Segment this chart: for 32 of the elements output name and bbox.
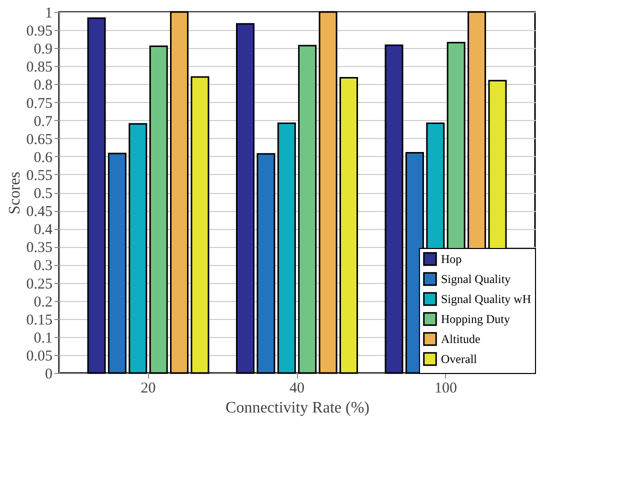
y-tick-label: 0.75	[26, 96, 52, 112]
x-tick-label: 100	[434, 380, 457, 396]
y-tick-label: 0.85	[26, 60, 52, 76]
y-tick-label: 0	[45, 366, 52, 382]
legend-label: Signal Quality wH	[441, 292, 532, 306]
y-tick-label: 0.25	[26, 276, 52, 292]
y-tick-label: 0.35	[26, 240, 52, 256]
y-tick-label: 0.9	[34, 42, 52, 58]
y-tick-label: 0.6	[34, 150, 53, 166]
legend-label: Overall	[441, 352, 478, 366]
y-axis-title: Scores	[6, 172, 24, 214]
y-tick-label: 0.65	[26, 132, 52, 148]
y-tick-label: 0.95	[26, 24, 52, 40]
legend-label: Altitude	[441, 332, 480, 346]
y-tick-label: 0.15	[26, 312, 52, 328]
x-tick-label: 40	[290, 380, 304, 396]
y-tick-label: 0.1	[34, 330, 52, 346]
y-tick-label: 0.05	[26, 348, 52, 364]
legend-label: Hopping Duty	[441, 312, 510, 326]
legend-label: Hop	[441, 252, 462, 266]
y-tick-label: 0.3	[34, 258, 52, 274]
y-tick-label: 0.8	[34, 78, 52, 94]
y-tick-label: 0.55	[26, 168, 52, 184]
x-tick-label: 20	[140, 380, 156, 396]
y-tick-label: 0.7	[34, 114, 53, 130]
y-tick-label: 1	[45, 6, 52, 22]
legend-label: Signal Quality	[441, 272, 511, 286]
y-tick-label: 0.2	[34, 294, 52, 310]
x-axis-title: Connectivity Rate (%)	[226, 400, 370, 416]
y-tick-label: 0.45	[26, 204, 52, 220]
y-tick-label: 0.4	[34, 222, 53, 238]
y-tick-label: 0.5	[34, 186, 52, 202]
